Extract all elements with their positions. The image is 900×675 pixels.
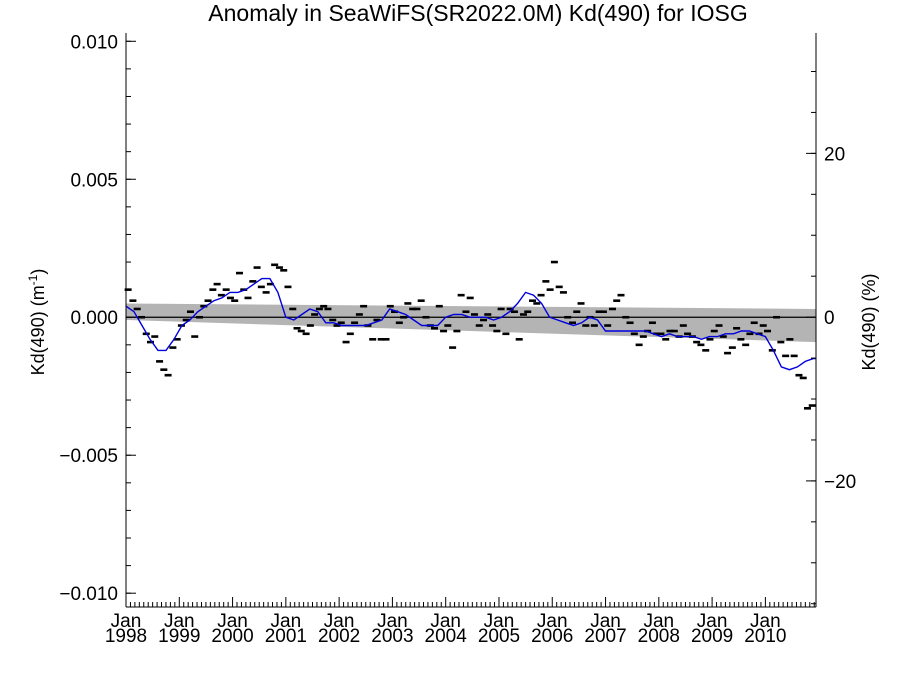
y-axis-label-left: Kd(490) (m-1) <box>26 269 48 376</box>
x-tick-month-12: Jan <box>750 611 781 632</box>
y-left-tick-label-0: 0.010 <box>70 32 118 53</box>
y-right-tick-label-2: −20 <box>824 472 856 493</box>
x-tick-year-4: 2002 <box>318 626 360 647</box>
x-tick-month-6: Jan <box>430 611 461 632</box>
x-tick-month-10: Jan <box>643 611 674 632</box>
x-tick-year-8: 2006 <box>531 626 573 647</box>
plot-area <box>124 260 816 410</box>
x-tick-year-12: 2010 <box>744 626 786 647</box>
smoothed-line <box>125 277 816 371</box>
y-left-tick-label-1: 0.005 <box>70 170 118 191</box>
y-left-tick-label-3: −0.005 <box>59 446 118 467</box>
x-tick-year-3: 2001 <box>265 626 307 647</box>
x-tick-year-6: 2004 <box>425 626 468 647</box>
x-tick-month-11: Jan <box>697 611 728 632</box>
y-right-tick-label-1: 0 <box>824 308 835 329</box>
x-tick-month-8: Jan <box>537 611 568 632</box>
x-tick-year-11: 2009 <box>691 626 733 647</box>
x-tick-month-3: Jan <box>271 611 302 632</box>
x-tick-month-7: Jan <box>484 611 515 632</box>
y-right-tick-label-0: 20 <box>824 144 845 165</box>
y-axis-label-right: Kd(490) (%) <box>859 273 879 370</box>
x-tick-month-5: Jan <box>377 611 408 632</box>
x-tick-month-4: Jan <box>324 611 355 632</box>
y-axis-label-left-close: ) <box>28 269 48 275</box>
y-axis-label-left-text: Kd(490) (m <box>28 285 48 375</box>
chart-title: Anomaly in SeaWiFS(SR2022.0M) Kd(490) fo… <box>208 0 747 26</box>
y-left-tick-label-2: 0.000 <box>70 308 118 329</box>
x-tick-year-5: 2003 <box>371 626 413 647</box>
trend-band <box>126 303 816 343</box>
x-tick-month-2: Jan <box>217 611 248 632</box>
x-tick-month-9: Jan <box>590 611 621 632</box>
x-tick-year-10: 2008 <box>638 626 680 647</box>
x-tick-month-0: Jan <box>111 611 142 632</box>
x-tick-year-2: 2000 <box>211 626 253 647</box>
y-axis-label-left-sup: -1 <box>26 274 40 285</box>
x-tick-year-7: 2005 <box>478 626 520 647</box>
x-tick-year-1: 1999 <box>158 626 200 647</box>
x-tick-month-1: Jan <box>164 611 195 632</box>
axis-ticks: 0.0100.0050.000−0.005−0.010200−20Jan1998… <box>59 32 856 647</box>
x-tick-year-9: 2007 <box>584 626 626 647</box>
y-left-tick-label-4: −0.010 <box>59 584 118 605</box>
x-tick-year-0: 1998 <box>105 626 147 647</box>
